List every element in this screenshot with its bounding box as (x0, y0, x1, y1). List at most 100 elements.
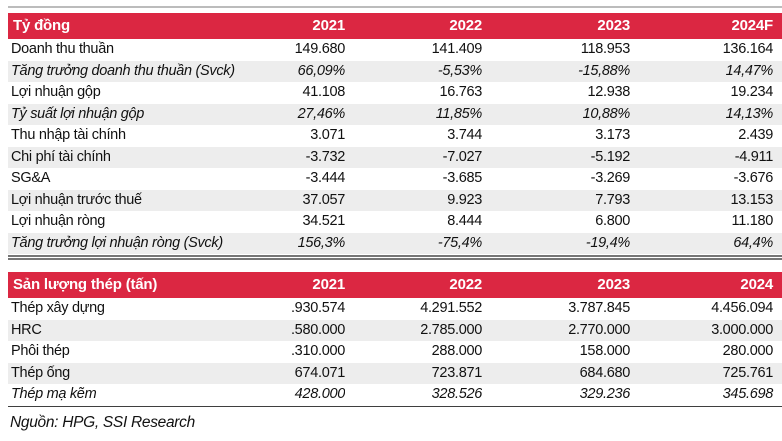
cell-value: 16.763 (439, 84, 482, 100)
cell-value: 3.000.000 (630, 319, 782, 341)
cell-value: 329.236 (579, 386, 630, 402)
row-label: Tăng trưởng lợi nhuận ròng (Svck) (8, 232, 252, 254)
row-label: SG&A (11, 170, 51, 186)
cell-value: 6.800 (595, 213, 630, 229)
cell-value: .930.574 (290, 300, 345, 316)
steel-output-table: Sản lượng thép (tấn) 2021 2022 2023 2024… (8, 272, 782, 406)
cell-value: 288.000 (431, 343, 482, 359)
cell-value: 64,4% (630, 232, 782, 254)
table-row: Thép xây dựng .930.574 4.291.552 3.787.845 4… (8, 298, 782, 320)
row-label: Lợi nhuận ròng (11, 213, 105, 229)
cell-value: 34.521 (302, 213, 345, 229)
financials-header-row: Tỷ đồng 2021 2022 2023 2024F (8, 13, 782, 39)
cell-value: -3.685 (442, 170, 482, 186)
financials-table: Tỷ đồng 2021 2022 2023 2024F Doanh thu t… (8, 13, 782, 254)
cell-value: 14,47% (630, 60, 782, 82)
report-body: Tỷ đồng 2021 2022 2023 2024F Doanh thu t… (8, 6, 782, 432)
cell-value: -15,88% (482, 60, 630, 82)
table-row: Doanh thu thuần 149.680 141.409 118.953 136.… (8, 39, 782, 61)
table-row: Tăng trưởng doanh thu thuần (Svck) 66,09%… (8, 60, 782, 82)
row-label: Chi phí tài chính (8, 146, 252, 168)
cell-value: 684.680 (482, 362, 630, 384)
cell-value: 41.108 (302, 84, 345, 100)
cell-value: 11,85% (345, 103, 482, 125)
cell-value: 8.444 (447, 213, 482, 229)
table-row: Thu nhập tài chính 3.071 3.744 3.173 2.439 (8, 125, 782, 147)
cell-value: 141.409 (431, 41, 482, 57)
cell-value: -3.269 (590, 170, 630, 186)
cell-value: 136.164 (722, 41, 774, 57)
cell-value: 2.770.000 (482, 319, 630, 341)
table-row: SG&A -3.444 -3.685 -3.269 -3.676 (8, 168, 782, 190)
column-header-2023: 2023 (482, 272, 630, 298)
row-label: Thép ống (8, 362, 252, 384)
cell-value: -3.444 (305, 170, 345, 186)
cell-value: .310.000 (290, 343, 345, 359)
row-label: Doanh thu thuần (11, 41, 114, 57)
cell-value: 2.785.000 (345, 319, 482, 341)
cell-value: -4.911 (630, 146, 782, 168)
column-header-2023: 2023 (482, 13, 630, 39)
column-header-2022: 2022 (345, 13, 482, 39)
bottom-divider (8, 405, 782, 407)
cell-value: .580.000 (252, 319, 345, 341)
cell-value: 9.923 (345, 189, 482, 211)
cell-value: -19,4% (482, 232, 630, 254)
table-row: HRC .580.000 2.785.000 2.770.000 3.000.000 (8, 319, 782, 341)
table-row: Thép ống 674.071 723.871 684.680 725.761 (8, 362, 782, 384)
column-header-2021: 2021 (252, 272, 345, 298)
cell-value: 7.793 (482, 189, 630, 211)
table-separator (8, 255, 782, 260)
table-row: Thép mạ kẽm 428.000 328.526 329.236 345.698 (8, 384, 782, 406)
cell-value: -5.192 (482, 146, 630, 168)
unit-header: Sản lượng thép (tấn) (8, 272, 252, 298)
cell-value: 37.057 (252, 189, 345, 211)
unit-header: Tỷ đồng (8, 13, 252, 39)
cell-value: 674.071 (252, 362, 345, 384)
row-label: HRC (8, 319, 252, 341)
table-row: Tăng trưởng lợi nhuận ròng (Svck) 156,3% -… (8, 232, 782, 254)
cell-value: 11.180 (731, 213, 774, 229)
table-row: Chi phí tài chính -3.732 -7.027 -5.192 -4.91… (8, 146, 782, 168)
table-row: Lợi nhuận trước thuế 37.057 9.923 7.793 13.1… (8, 189, 782, 211)
table-row: Lợi nhuận ròng 34.521 8.444 6.800 11.180 (8, 211, 782, 233)
table-row: Tỷ suất lợi nhuận gộp 27,46% 11,85% 10,88% 1… (8, 103, 782, 125)
table-row: Phôi thép .310.000 288.000 158.000 280.000 (8, 341, 782, 363)
row-label: Lợi nhuận gộp (11, 84, 101, 100)
column-header-2024: 2024 (630, 272, 782, 298)
cell-value: 3.173 (595, 127, 630, 143)
cell-value: 19.234 (730, 84, 773, 100)
cell-value: 12.938 (587, 84, 630, 100)
cell-value: 3.744 (447, 127, 482, 143)
cell-value: 27,46% (252, 103, 345, 125)
cell-value: 14,13% (630, 103, 782, 125)
cell-value: 725.761 (630, 362, 782, 384)
cell-value: 158.000 (579, 343, 630, 359)
cell-value: -7.027 (345, 146, 482, 168)
cell-value: 66,09% (252, 60, 345, 82)
cell-value: 723.871 (345, 362, 482, 384)
cell-value: 13.153 (630, 189, 782, 211)
cell-value: 118.953 (580, 41, 630, 57)
cell-value: 3.071 (310, 127, 345, 143)
cell-value: 10,88% (482, 103, 630, 125)
cell-value: 345.698 (722, 386, 774, 402)
cell-value: -75,4% (345, 232, 482, 254)
row-label: Thép xây dựng (11, 300, 105, 316)
column-header-2022: 2022 (345, 272, 482, 298)
cell-value: 156,3% (252, 232, 345, 254)
row-label: Phôi thép (11, 343, 70, 359)
cell-value: 3.787.845 (568, 300, 630, 316)
source-note: Nguồn: HPG, SSI Research (10, 413, 195, 431)
row-label: Thu nhập tài chính (11, 127, 126, 143)
top-divider (8, 6, 782, 8)
cell-value: -3.676 (733, 170, 774, 186)
cell-value: 149.680 (294, 41, 345, 57)
table-row: Lợi nhuận gộp 41.108 16.763 12.938 19.234 (8, 82, 782, 104)
cell-value: 2.439 (738, 127, 773, 143)
column-header-2024f: 2024F (630, 13, 782, 39)
row-label: Lợi nhuận trước thuế (8, 189, 252, 211)
steel-header-row: Sản lượng thép (tấn) 2021 2022 2023 2024 (8, 272, 782, 298)
cell-value: 328.526 (431, 386, 482, 402)
